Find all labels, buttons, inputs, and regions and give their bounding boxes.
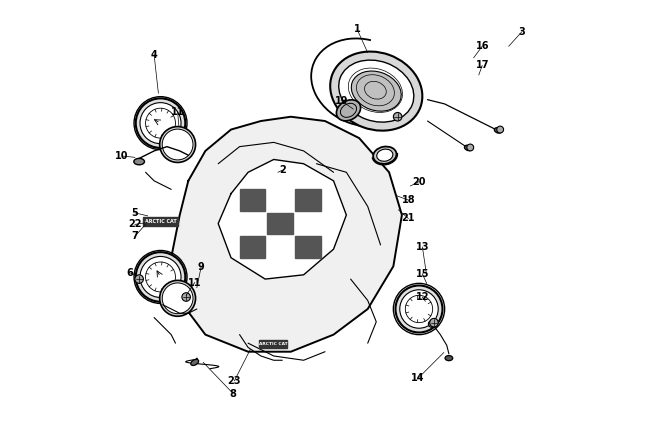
Polygon shape <box>240 189 265 211</box>
Text: ARCTIC CAT: ARCTIC CAT <box>259 342 287 346</box>
Text: 14: 14 <box>411 373 425 383</box>
Text: 9: 9 <box>198 262 205 272</box>
Ellipse shape <box>373 147 396 164</box>
Text: 4: 4 <box>151 50 157 60</box>
Ellipse shape <box>351 71 401 111</box>
Ellipse shape <box>337 100 361 121</box>
Polygon shape <box>171 117 402 352</box>
Circle shape <box>182 293 190 301</box>
Text: 13: 13 <box>415 242 429 252</box>
Circle shape <box>162 129 193 160</box>
Polygon shape <box>144 217 177 226</box>
Circle shape <box>140 256 181 298</box>
Text: 19: 19 <box>335 95 348 105</box>
Ellipse shape <box>330 52 422 131</box>
Text: 8: 8 <box>229 389 237 399</box>
Text: 6: 6 <box>126 267 133 278</box>
Text: 7: 7 <box>131 231 138 241</box>
Ellipse shape <box>191 359 199 365</box>
Circle shape <box>497 126 504 133</box>
Text: 5: 5 <box>131 208 138 218</box>
Circle shape <box>400 290 438 328</box>
Circle shape <box>430 318 438 327</box>
Ellipse shape <box>339 60 414 122</box>
Ellipse shape <box>445 356 453 361</box>
Circle shape <box>467 144 474 151</box>
Ellipse shape <box>134 158 144 165</box>
Text: 22: 22 <box>128 219 142 229</box>
Text: 12: 12 <box>415 292 429 302</box>
Circle shape <box>395 286 443 332</box>
Circle shape <box>136 98 185 148</box>
Text: ARCTIC CAT: ARCTIC CAT <box>145 219 176 224</box>
Text: 18: 18 <box>402 195 415 205</box>
Circle shape <box>136 252 185 302</box>
Ellipse shape <box>464 145 472 150</box>
Text: 11: 11 <box>188 277 202 288</box>
Polygon shape <box>295 189 320 211</box>
Ellipse shape <box>377 149 393 161</box>
Circle shape <box>140 103 181 144</box>
Polygon shape <box>240 237 265 258</box>
Text: 1: 1 <box>354 24 360 34</box>
Text: 15: 15 <box>415 269 429 279</box>
Circle shape <box>428 320 436 327</box>
Circle shape <box>160 126 196 163</box>
Text: 20: 20 <box>412 177 426 187</box>
Text: 17: 17 <box>475 61 489 71</box>
Circle shape <box>160 280 196 316</box>
Text: 21: 21 <box>402 213 415 224</box>
Ellipse shape <box>494 128 502 133</box>
Text: 10: 10 <box>115 151 129 161</box>
Polygon shape <box>295 237 320 258</box>
Text: 3: 3 <box>518 27 525 37</box>
Text: 16: 16 <box>475 41 489 51</box>
Circle shape <box>393 113 402 121</box>
Circle shape <box>135 275 144 283</box>
Polygon shape <box>218 160 346 279</box>
Text: 23: 23 <box>227 376 241 386</box>
Circle shape <box>162 283 193 314</box>
Text: 11: 11 <box>171 107 185 117</box>
Text: 2: 2 <box>279 165 285 175</box>
Polygon shape <box>259 340 287 348</box>
Polygon shape <box>267 213 293 234</box>
